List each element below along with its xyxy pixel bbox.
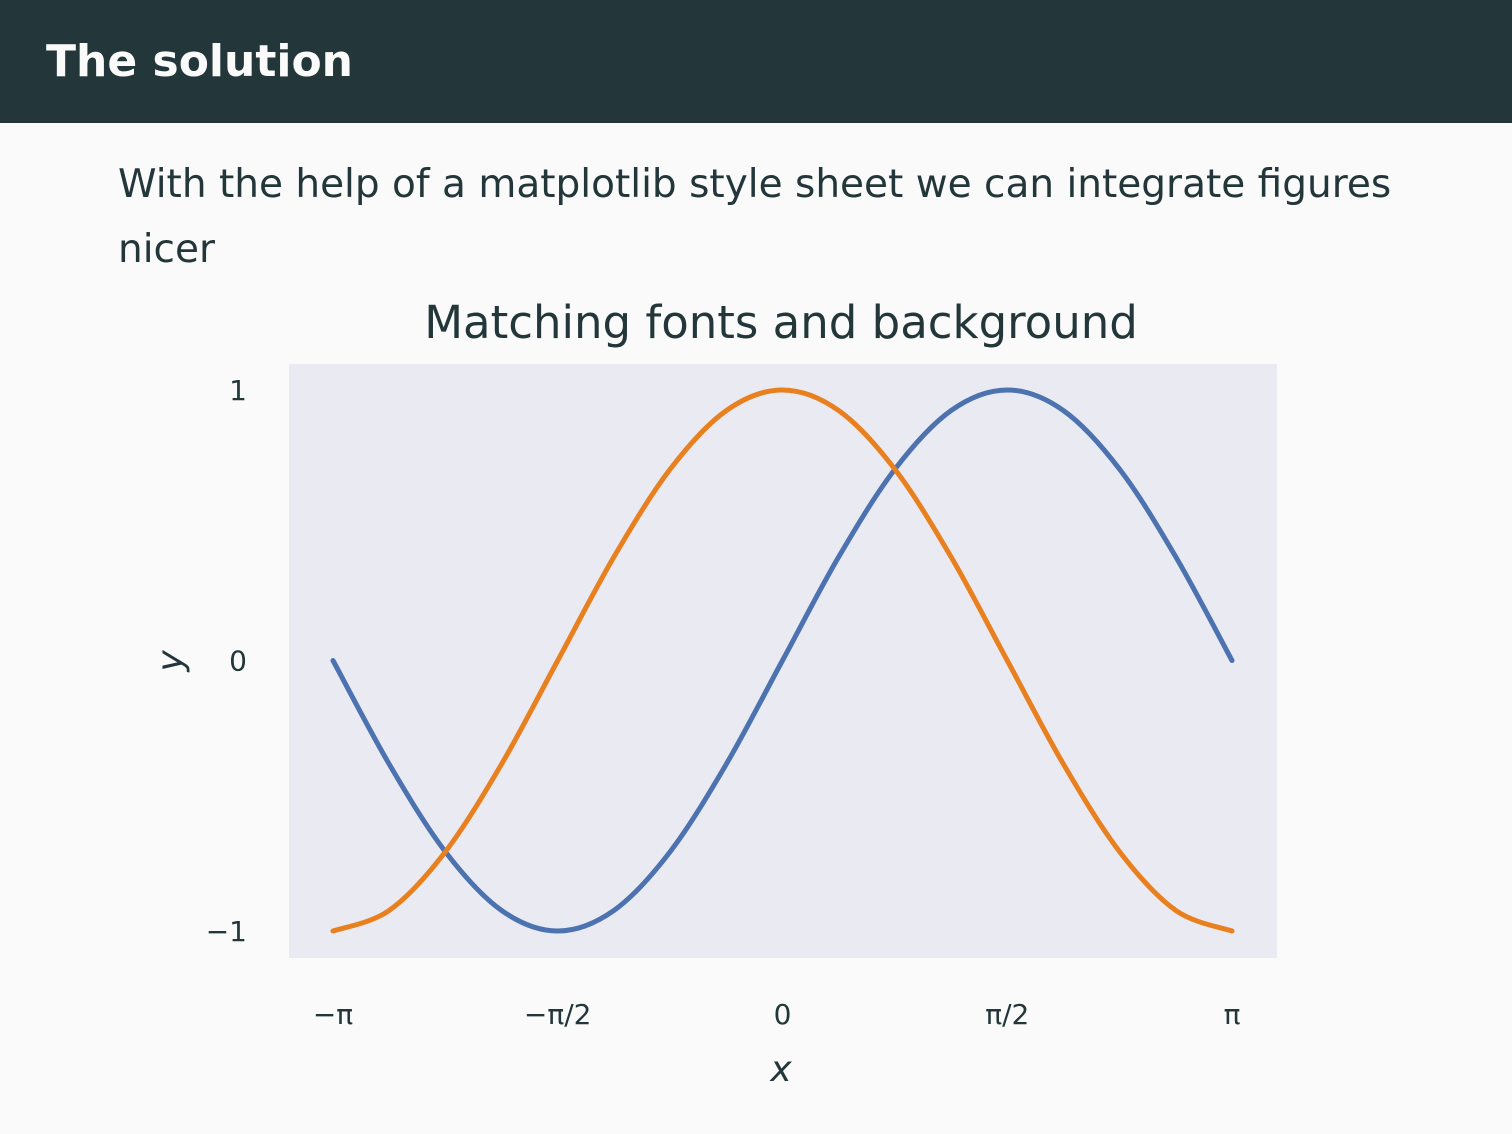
slide-title: The solution — [46, 36, 353, 87]
y-tick-label: 0 — [229, 645, 247, 678]
slide-header: The solution — [0, 0, 1512, 123]
series-line-1 — [330, 387, 1235, 934]
series-layer — [330, 387, 1235, 934]
x-tick-label: π/2 — [985, 998, 1029, 1031]
series-line-2 — [330, 387, 1235, 934]
x-tick-label: π — [1224, 998, 1241, 1031]
chart-title: Matching fonts and background — [424, 296, 1138, 349]
x-tick-label: 0 — [774, 998, 792, 1031]
x-tick-labels: −π −π/2 0 π/2 π — [313, 998, 1241, 1031]
body-paragraph: With the help of a matplotlib style shee… — [118, 162, 1392, 272]
x-tick-label: −π/2 — [524, 998, 592, 1031]
y-tick-labels: 1 0 −1 — [206, 374, 247, 948]
x-tick-label: −π — [313, 998, 353, 1031]
x-axis-label: x — [769, 1049, 792, 1090]
y-axis-label: y — [150, 650, 191, 673]
y-tick-label: −1 — [206, 915, 247, 948]
y-tick-label: 1 — [229, 374, 247, 407]
